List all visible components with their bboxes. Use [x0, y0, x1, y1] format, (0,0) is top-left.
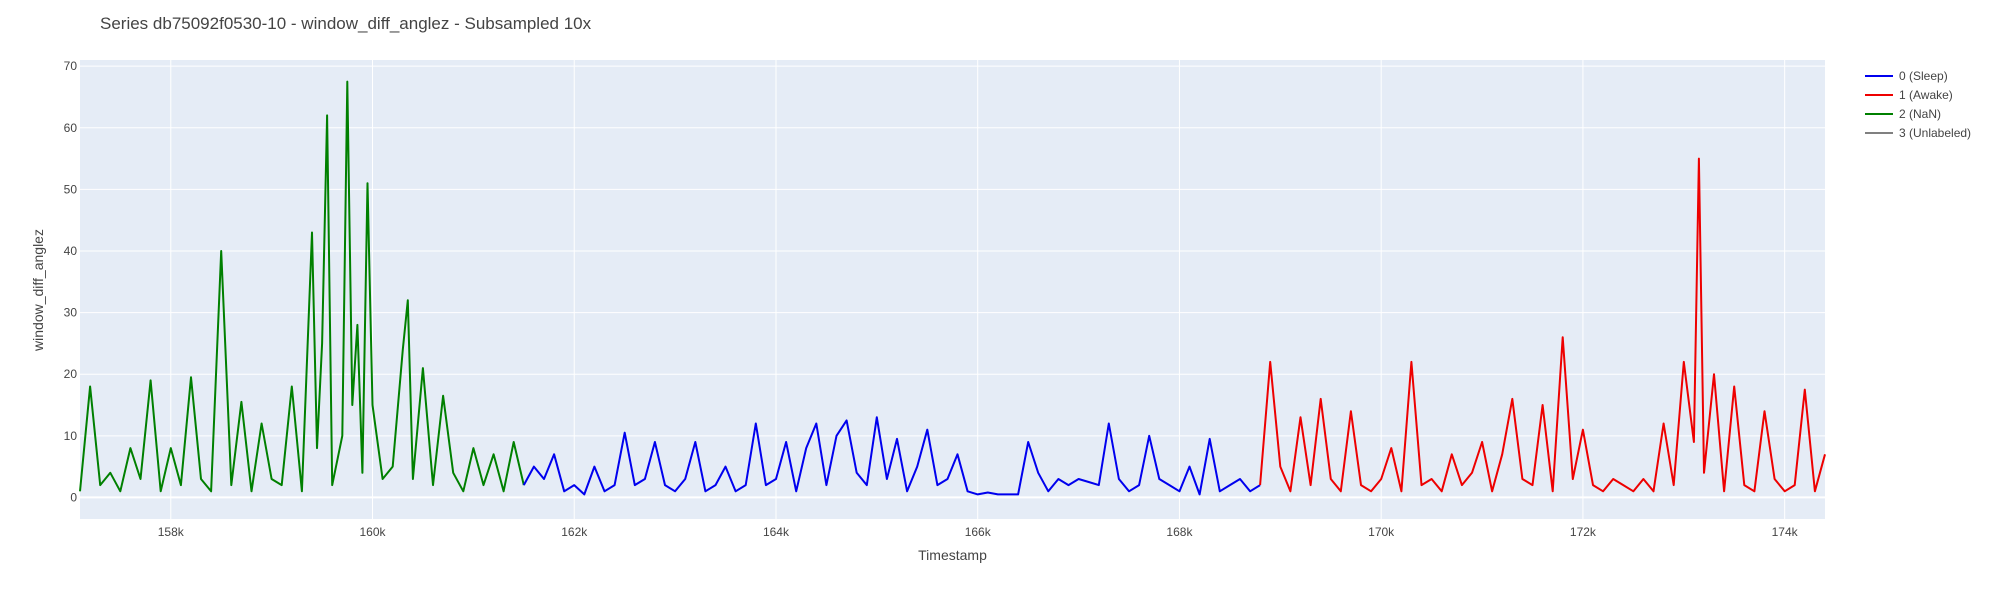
x-tick-label: 168k: [1166, 525, 1193, 539]
legend-item-nan[interactable]: 2 (NaN): [1865, 104, 1971, 123]
y-tick-label: 10: [64, 429, 78, 443]
legend-item-sleep[interactable]: 0 (Sleep): [1865, 66, 1971, 85]
y-tick-label: 30: [64, 306, 78, 320]
y-axis-title: window_diff_anglez: [30, 229, 46, 351]
x-axis-title: Timestamp: [918, 547, 987, 563]
y-tick-labels: 0 10 20 30 40 50 60 70: [64, 59, 78, 504]
y-tick-label: 20: [64, 367, 78, 381]
legend-swatch-sleep: [1865, 74, 1893, 77]
legend-swatch-nan: [1865, 112, 1893, 115]
legend-label-awake: 1 (Awake): [1899, 87, 1953, 102]
x-tick-label: 164k: [763, 525, 790, 539]
y-tick-label: 40: [64, 244, 78, 258]
series-lines: [79, 80, 1826, 496]
y-tick-label: 60: [64, 121, 78, 135]
y-tick-label: 50: [64, 182, 78, 196]
legend-label-nan: 2 (NaN): [1899, 106, 1942, 121]
legend: 0 (Sleep) 1 (Awake) 2 (NaN) 3 (Unlabeled…: [1865, 66, 1971, 142]
x-tick-labels: 158k 160k 162k 164k 166k 168k 170k 172k 174k: [158, 525, 1799, 539]
legend-swatch-awake: [1865, 93, 1893, 96]
x-tick-label: 174k: [1772, 525, 1799, 539]
x-tick-label: 172k: [1570, 525, 1597, 539]
legend-label-sleep: 0 (Sleep): [1899, 68, 1948, 83]
x-tick-label: 162k: [561, 525, 588, 539]
x-tick-label: 158k: [158, 525, 185, 539]
series-line-2-nan[interactable]: [79, 80, 525, 493]
legend-label-unlabeled: 3 (Unlabeled): [1899, 125, 1972, 140]
plot-area[interactable]: [80, 60, 1825, 519]
chart-title: Series db75092f0530-10 - window_diff_ang…: [100, 14, 592, 33]
series-line-0-sleep[interactable]: [522, 416, 1261, 496]
legend-item-unlabeled[interactable]: 3 (Unlabeled): [1865, 123, 1971, 142]
y-tick-label: 0: [70, 490, 77, 504]
x-tick-label: 166k: [965, 525, 992, 539]
x-tick-label: 170k: [1368, 525, 1395, 539]
legend-item-awake[interactable]: 1 (Awake): [1865, 85, 1971, 104]
series-line-1-awake[interactable]: [1259, 157, 1826, 493]
legend-swatch-unlabeled: [1865, 131, 1893, 134]
y-tick-label: 70: [64, 59, 78, 73]
x-tick-label: 160k: [359, 525, 386, 539]
x-gridlines: [170, 60, 1786, 519]
